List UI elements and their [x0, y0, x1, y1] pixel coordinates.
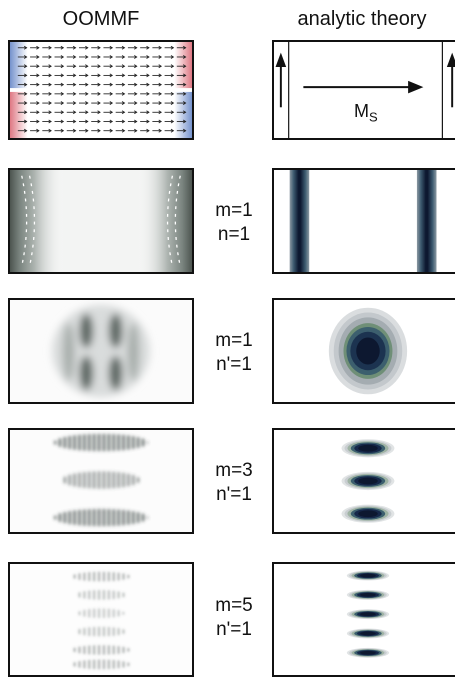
left-up-arrow-icon	[275, 52, 287, 108]
oommf-column-title: OOMMF	[62, 8, 140, 30]
mode-m-label: m=5	[215, 595, 253, 616]
right-up-arrow-icon	[446, 52, 455, 108]
analytic-mode-panel-2	[272, 298, 455, 404]
analytic-mode-panel-1	[272, 168, 455, 274]
spin-arrow-map	[10, 42, 192, 138]
right-edge-mode-stripe	[416, 170, 437, 272]
mode-lobe	[358, 510, 378, 518]
oommf-edge-mode-map	[10, 170, 192, 272]
mode-lobe	[360, 650, 376, 655]
mode-label-3: m=3 n'=1	[204, 459, 264, 507]
analytic-m5-mode-map	[346, 570, 390, 658]
mode-lobe	[360, 631, 376, 636]
mode-n-label: n'=1	[216, 354, 252, 375]
mode-label-1: m=1 n=1	[204, 199, 264, 247]
oommf-mode-panel-2	[8, 298, 194, 404]
oommf-mode-panel-4	[8, 562, 194, 677]
mode-lobe	[358, 444, 378, 452]
analytic-center-mode-map	[328, 307, 408, 395]
mode-lobe	[360, 612, 376, 617]
mode-m-label: m=3	[215, 460, 253, 481]
analytic-theory-column-title: analytic theory	[297, 8, 427, 30]
mode-lobe	[360, 573, 376, 578]
magnetization-label: MS	[354, 101, 378, 125]
oommf-mode-panel-1	[8, 168, 194, 274]
left-top-edge-domain	[10, 42, 28, 89]
oommf-ground-state-panel	[8, 40, 194, 140]
oommf-mode-panel-3	[8, 428, 194, 534]
analytic-mode-panel-3	[272, 428, 455, 534]
analytic-ground-state-panel: MS	[272, 40, 455, 140]
mode-n-label: n=1	[217, 224, 251, 245]
analytic-mode-panel-4	[272, 562, 455, 677]
left-edge-mode-stripe	[289, 170, 310, 272]
mode-label-2: m=1 n'=1	[204, 329, 264, 377]
mode-n-label: n'=1	[216, 619, 252, 640]
oommf-center-mode-map	[10, 300, 192, 402]
magnetization-arrow-icon	[303, 80, 424, 94]
mode-lobe	[358, 477, 378, 485]
oommf-m5-mode-map	[10, 564, 192, 675]
mode-label-4: m=5 n'=1	[204, 594, 264, 642]
analytic-m3-mode-map	[341, 439, 395, 523]
mode-lobe	[360, 593, 376, 597]
analytic-ground-state-sketch	[275, 42, 455, 138]
analytic-edge-mode-map	[289, 170, 437, 272]
mode-n-label: n'=1	[216, 484, 252, 505]
oommf-m3-mode-map	[10, 430, 192, 532]
mode-m-label: m=1	[215, 200, 253, 221]
mode-m-label: m=1	[215, 330, 253, 351]
